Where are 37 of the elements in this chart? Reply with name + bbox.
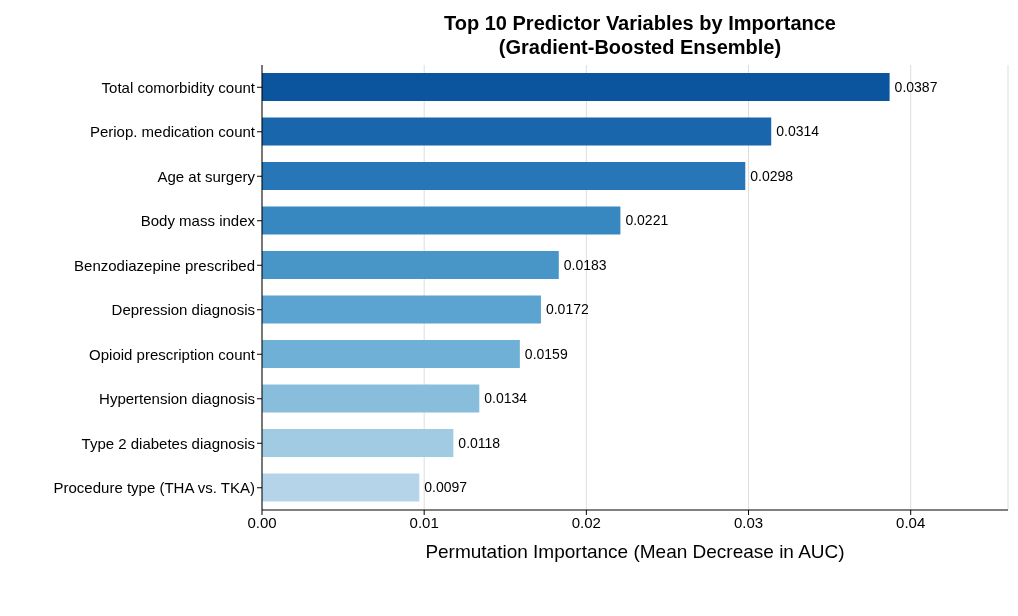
bar	[262, 295, 541, 324]
data-label: 0.0159	[524, 345, 568, 362]
x-tick-label: 0.01	[409, 513, 439, 531]
data-label: 0.0298	[750, 167, 794, 184]
bar	[262, 340, 520, 369]
bar	[262, 206, 621, 235]
bar	[262, 117, 772, 146]
y-tick-label: Type 2 diabetes diagnosis	[81, 434, 255, 452]
bar	[262, 73, 890, 102]
y-tick-label: Opioid prescription count	[89, 345, 256, 363]
y-tick-label: Total comorbidity count	[101, 78, 256, 96]
data-label: 0.0221	[625, 212, 669, 229]
bar	[262, 162, 746, 191]
y-tick-label: Depression diagnosis	[111, 301, 255, 319]
data-label: 0.0118	[458, 434, 501, 451]
y-tick-label: Benzodiazepine prescribed	[74, 256, 255, 274]
x-tick-label: 0.04	[896, 513, 926, 531]
data-label: 0.0134	[484, 390, 528, 407]
data-label: 0.0387	[894, 78, 938, 95]
x-tick-label: 0.00	[247, 513, 277, 531]
x-tick-label: 0.02	[571, 513, 601, 531]
data-label: 0.0097	[424, 479, 468, 496]
bar	[262, 251, 559, 280]
y-tick-label: Procedure type (THA vs. TKA)	[53, 479, 255, 497]
y-tick-label: Age at surgery	[157, 167, 256, 185]
data-label: 0.0183	[563, 256, 607, 273]
y-tick-label: Hypertension diagnosis	[99, 390, 255, 408]
x-tick-label: 0.03	[733, 513, 764, 531]
y-tick-label: Body mass index	[140, 212, 256, 230]
data-label: 0.0172	[545, 301, 589, 318]
bar	[262, 429, 454, 458]
bar	[262, 473, 420, 502]
bar	[262, 384, 480, 413]
y-tick-label: Periop. medication count	[89, 123, 256, 141]
x-axis-title: Permutation Importance (Mean Decrease in AUC)	[425, 541, 845, 562]
chart-title: Top 10 Predictor Variables by Importance (Gradient-Boosted Ensemble)	[444, 12, 836, 58]
data-label: 0.0314	[776, 123, 820, 140]
